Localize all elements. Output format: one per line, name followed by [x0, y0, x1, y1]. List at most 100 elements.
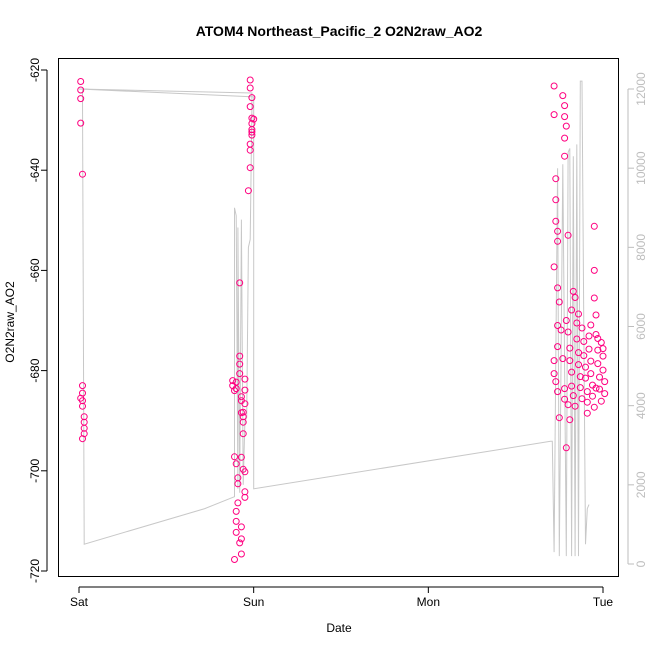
data-point — [80, 430, 88, 438]
y-tick-label: -700 — [28, 458, 42, 482]
data-point — [246, 164, 254, 172]
data-point — [555, 414, 563, 422]
data-point — [77, 78, 85, 85]
data-point — [77, 394, 85, 402]
data-point — [575, 349, 582, 357]
y-tick-label: -720 — [28, 559, 42, 583]
data-point — [590, 266, 598, 274]
data-point — [599, 366, 607, 374]
data-point — [578, 395, 586, 403]
data-point — [237, 550, 245, 558]
data-point — [232, 385, 240, 393]
data-point — [554, 227, 562, 235]
data-point — [583, 398, 591, 406]
data-point — [237, 393, 245, 401]
data-point — [573, 335, 581, 343]
secondary-y-tick-label: 12000 — [634, 72, 648, 106]
data-point — [561, 102, 569, 110]
data-point — [569, 392, 577, 400]
data-point — [561, 152, 569, 160]
data-point — [241, 400, 249, 408]
data-point — [596, 385, 603, 393]
x-tick-label: Tue — [593, 595, 614, 609]
data-point — [237, 523, 245, 531]
y-axis: -620 -640 -660 -680 -700 -720 — [28, 58, 48, 583]
data-point — [601, 378, 609, 386]
data-point — [239, 430, 247, 438]
data-point — [564, 231, 572, 239]
data-point — [77, 95, 85, 103]
data-point — [79, 402, 86, 410]
data-point — [239, 418, 247, 426]
data-point — [566, 344, 574, 352]
data-point — [250, 115, 258, 123]
data-point — [599, 345, 607, 353]
data-point — [594, 360, 602, 368]
data-point — [232, 460, 240, 468]
data-point — [597, 397, 605, 405]
data-point — [236, 360, 244, 368]
data-point — [582, 374, 589, 382]
data-point — [571, 402, 579, 410]
data-point — [550, 82, 558, 90]
data-point — [550, 263, 558, 271]
data-point — [569, 287, 577, 295]
data-point — [550, 370, 558, 378]
data-point — [585, 332, 593, 340]
data-point — [561, 385, 569, 393]
y-tick-label: -620 — [28, 58, 42, 82]
data-point — [552, 175, 560, 183]
data-point — [583, 409, 591, 417]
x-tick-label: Sun — [243, 595, 264, 609]
data-point — [568, 368, 576, 376]
data-point — [557, 326, 565, 334]
plot-frame — [58, 58, 619, 577]
data-point — [241, 493, 249, 501]
data-point — [594, 335, 602, 342]
data-point — [554, 388, 562, 396]
data-point — [236, 539, 244, 547]
secondary-y-tick-label: 6000 — [634, 313, 648, 340]
data-point — [597, 339, 605, 346]
data-point — [568, 382, 576, 390]
data-point — [554, 284, 562, 292]
data-point — [599, 352, 607, 360]
data-point — [587, 370, 595, 378]
data-point — [562, 444, 570, 452]
data-point — [566, 416, 574, 424]
data-point — [578, 324, 586, 332]
data-point — [241, 468, 249, 476]
data-point — [232, 528, 240, 536]
data-point — [559, 92, 567, 100]
x-tick-label: Sat — [70, 595, 89, 609]
data-point — [244, 187, 252, 195]
data-point — [550, 357, 558, 365]
data-point — [234, 480, 242, 488]
y-axis-label: O2N2raw_AO2 — [3, 281, 17, 363]
data-point — [566, 357, 574, 365]
data-point — [232, 517, 240, 525]
data-point — [248, 128, 256, 136]
data-point — [582, 363, 589, 371]
data-point — [79, 382, 86, 390]
y-tick-label: -680 — [28, 358, 42, 382]
data-point — [561, 113, 569, 121]
data-point — [241, 386, 249, 394]
secondary-y-axis: 0 2000 4000 6000 8000 10000 12000 — [627, 72, 648, 567]
data-point — [580, 338, 588, 345]
x-tick-label: Mon — [417, 595, 440, 609]
data-point — [583, 388, 591, 396]
data-point — [246, 146, 254, 154]
data-point — [552, 217, 560, 225]
data-point — [592, 311, 600, 319]
secondary-y-tick-label: 0 — [634, 560, 648, 567]
data-point — [585, 345, 593, 353]
data-point — [589, 392, 596, 400]
data-point — [248, 94, 256, 102]
data-point — [237, 453, 245, 461]
data-point — [561, 134, 569, 142]
secondary-y-tick-label: 8000 — [634, 234, 648, 261]
secondary-y-tick-label: 4000 — [634, 392, 648, 419]
data-point — [554, 237, 562, 245]
